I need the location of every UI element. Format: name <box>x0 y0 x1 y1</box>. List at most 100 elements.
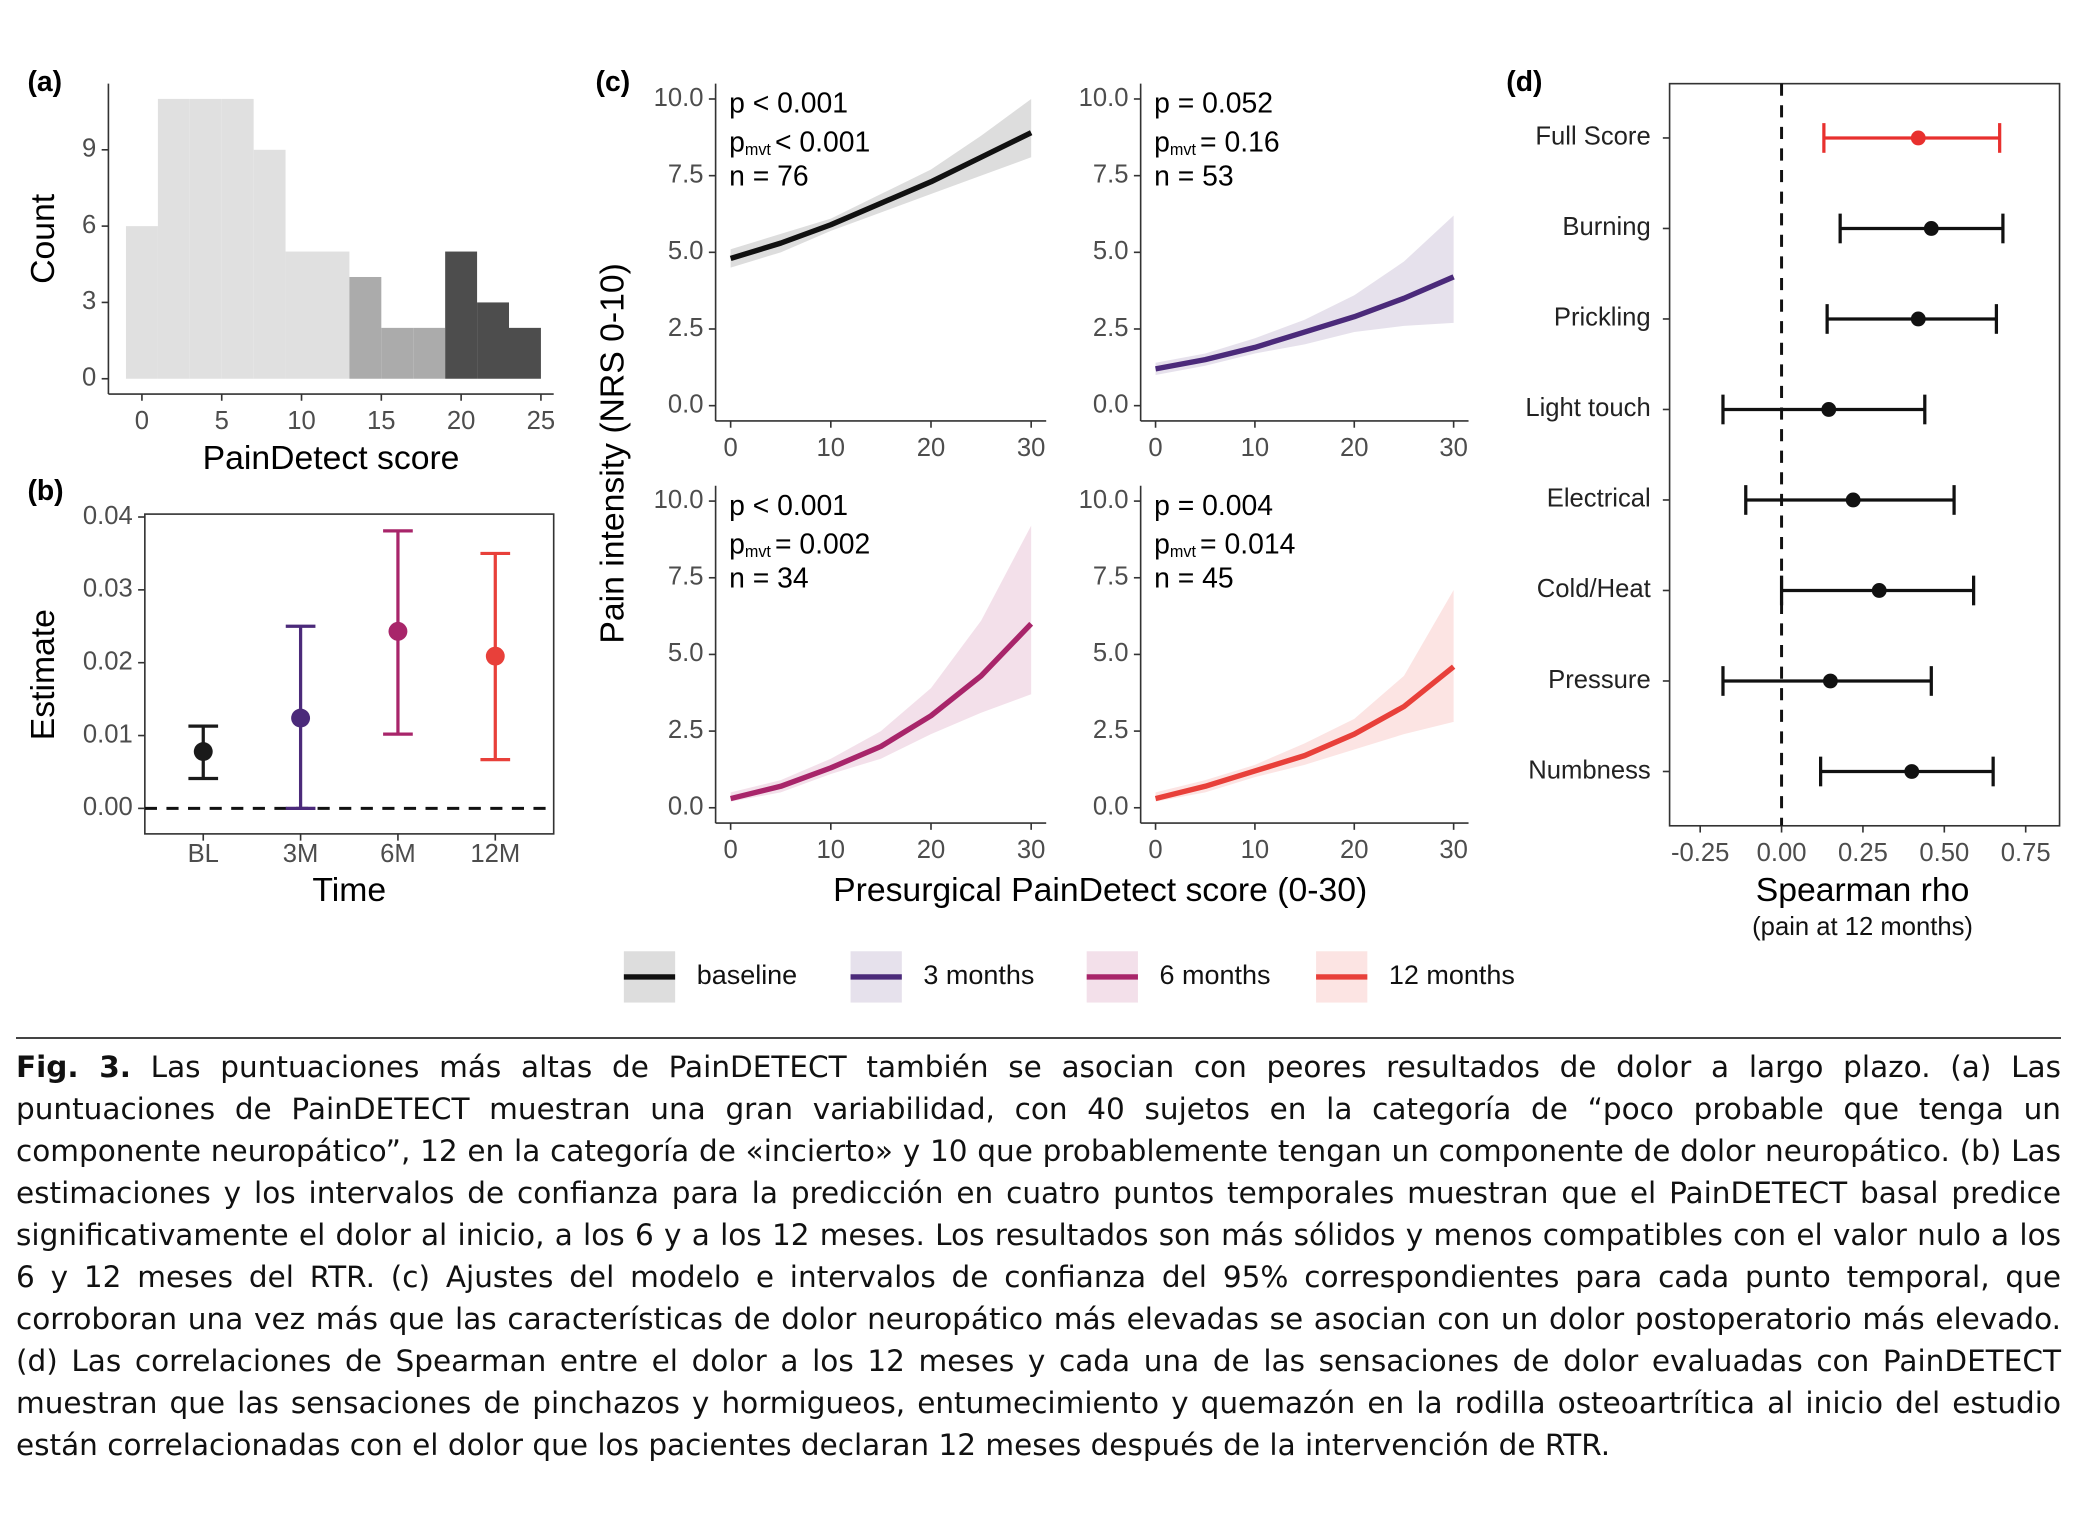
y-tick-label: 9 <box>82 135 96 163</box>
annotation-pmvt: pmvt = 0.002 <box>729 529 870 562</box>
y-tick-label: 7.5 <box>1093 563 1129 591</box>
y-tick-label: 0 <box>82 364 96 392</box>
estimate-point <box>1821 402 1837 417</box>
y-tick-label: 3 <box>82 287 96 315</box>
x-tick-label: 10 <box>817 836 846 864</box>
annotation-n: n = 53 <box>1154 161 1234 193</box>
y-tick-label: 2.5 <box>668 716 704 744</box>
y-tick-label: 7.5 <box>668 563 704 591</box>
y-tick-label: Light touch <box>1525 394 1650 422</box>
histogram-bar <box>125 226 158 379</box>
y-tick-label: Numbness <box>1528 756 1650 784</box>
histogram-bar <box>381 327 414 379</box>
annotation-pmvt: pmvt = 0.014 <box>1154 529 1295 562</box>
histogram-bar <box>221 98 254 379</box>
estimate-point <box>1822 673 1838 689</box>
model-line <box>1154 664 1456 802</box>
estimate-point <box>1845 492 1861 508</box>
legend-label: 12 months <box>1389 960 1515 990</box>
x-tick-label: 25 <box>527 407 556 435</box>
y-tick-label: 7.5 <box>1093 160 1129 188</box>
x-tick-label: 0 <box>135 407 149 435</box>
y-tick-label: 0.04 <box>83 502 133 530</box>
annotation-p: p = 0.004 <box>1154 490 1273 522</box>
y-tick-label: 10.0 <box>1079 486 1129 514</box>
y-tick-label: Cold/Heat <box>1537 575 1651 603</box>
model-line <box>1155 274 1455 372</box>
plot-frame <box>144 513 555 835</box>
y-tick-label: 2.5 <box>668 314 704 342</box>
y-tick-label: 5.0 <box>668 639 704 667</box>
annotation-pmvt-sub: mvt <box>745 141 772 159</box>
x-tick-label: 20 <box>917 434 946 462</box>
x-tick-label: 5 <box>215 407 229 435</box>
y-tick-label: 5.0 <box>1093 639 1129 667</box>
annotation-pmvt: pmvt = 0.16 <box>1154 127 1279 160</box>
x-tick-label: 0 <box>724 434 738 462</box>
confidence-ribbon <box>1155 590 1454 802</box>
annotation-pmvt-value: < 0.001 <box>775 127 870 159</box>
x-axis-title: Presurgical PainDetect score (0-30) <box>833 871 1367 909</box>
y-tick-label: Full Score <box>1535 123 1650 151</box>
estimate-point <box>193 742 213 762</box>
y-tick-label: 10.0 <box>654 84 704 112</box>
y-tick-label: Pressure <box>1548 666 1651 694</box>
panel-label: (c) <box>596 66 631 98</box>
model-line <box>729 621 1034 802</box>
estimate-point <box>1910 311 1926 327</box>
panel-label: (a) <box>27 66 62 98</box>
annotation-pmvt: pmvt < 0.001 <box>729 127 870 160</box>
annotation-p: p < 0.001 <box>729 490 848 522</box>
y-tick-label: 7.5 <box>668 160 704 188</box>
estimate-point <box>388 621 408 641</box>
caption-text: Las puntuaciones más altas de PainDETECT… <box>16 1050 2061 1462</box>
panel-label: (d) <box>1506 66 1542 98</box>
annotation-pmvt-sub: mvt <box>1170 141 1197 159</box>
y-tick-label: 0.0 <box>668 390 704 418</box>
annotation-pmvt-p: p <box>729 127 745 159</box>
x-tick-label: 20 <box>917 836 946 864</box>
histogram-bar <box>477 302 510 379</box>
x-tick-label: 12M <box>470 840 520 868</box>
histogram-bar <box>349 276 382 379</box>
annotation-pmvt-p: p <box>1154 529 1170 561</box>
error-bar <box>1838 213 2005 244</box>
y-tick-label: 0.03 <box>83 575 133 603</box>
annotation-pmvt-sub: mvt <box>1170 544 1197 562</box>
histogram-bar <box>189 98 222 379</box>
x-axis-title: Time <box>312 871 386 909</box>
x-tick-label: 15 <box>367 407 396 435</box>
estimate-point <box>1923 221 1939 236</box>
model-line <box>729 130 1033 262</box>
x-tick-label: 0.50 <box>1919 839 1969 867</box>
x-tick-label: 10 <box>1241 836 1270 864</box>
x-tick-label: 0.00 <box>1757 839 1807 867</box>
annotation-pmvt-p: p <box>729 529 745 561</box>
x-tick-label: -0.25 <box>1671 839 1729 867</box>
y-tick-label: 2.5 <box>1093 314 1129 342</box>
x-tick-label: 20 <box>447 407 476 435</box>
annotation-n: n = 45 <box>1154 563 1234 595</box>
annotation-pmvt-value: = 0.002 <box>775 529 870 561</box>
x-tick-label: 0.25 <box>1838 839 1888 867</box>
histogram-bar <box>157 98 190 379</box>
x-tick-label: 20 <box>1340 434 1369 462</box>
panel-label: (b) <box>27 475 63 507</box>
estimate-point <box>1871 583 1887 598</box>
histogram-bar <box>285 251 318 379</box>
legend-label: 3 months <box>923 960 1034 990</box>
x-tick-label: BL <box>188 840 219 868</box>
histogram-bar <box>509 327 541 379</box>
estimate-point <box>1910 130 1926 146</box>
y-tick-label: 0.0 <box>1093 390 1129 418</box>
x-tick-label: 0 <box>1148 434 1162 462</box>
histogram-bar <box>413 327 446 379</box>
y-tick-label: Electrical <box>1547 485 1651 513</box>
x-tick-label: 30 <box>1017 434 1046 462</box>
x-tick-label: 10 <box>287 407 316 435</box>
caption-label: Fig. 3. <box>16 1050 131 1084</box>
x-axis-subtitle: (pain at 12 months) <box>1752 913 1973 941</box>
x-tick-label: 6M <box>380 840 416 868</box>
x-tick-label: 30 <box>1439 836 1468 864</box>
